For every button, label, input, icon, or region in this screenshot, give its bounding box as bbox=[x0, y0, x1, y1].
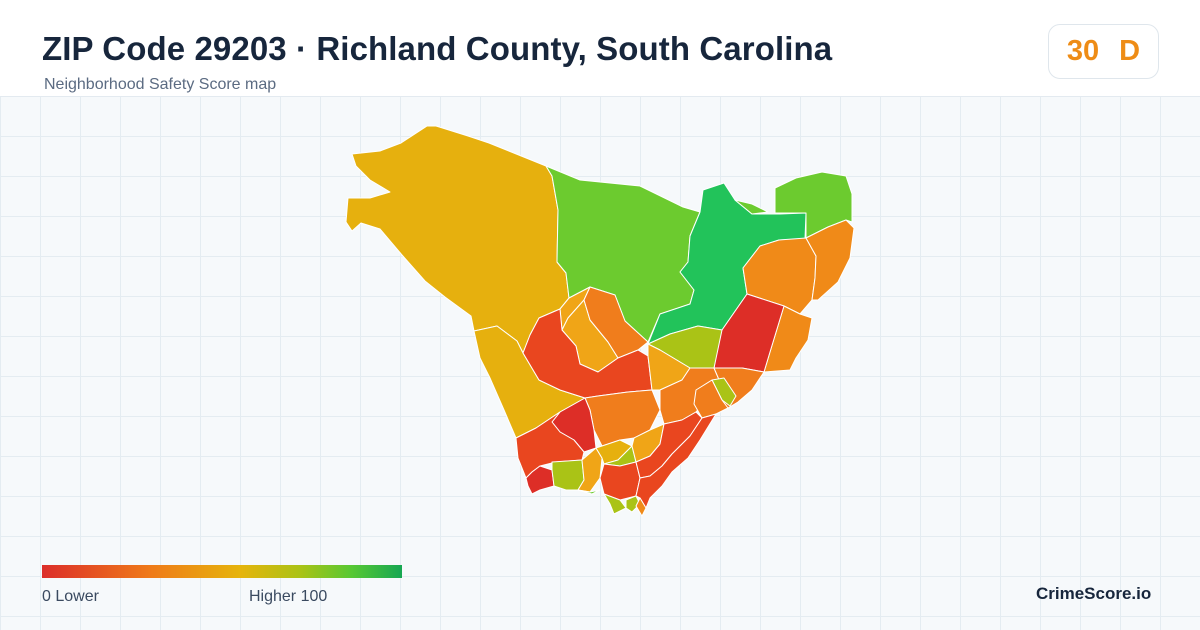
map-region-northeast bbox=[774, 171, 853, 239]
map-region-south-tip-2 bbox=[625, 495, 641, 513]
page-subtitle: Neighborhood Safety Score map bbox=[44, 76, 277, 93]
legend-color-bar bbox=[42, 565, 402, 578]
map-region-south-tip-1 bbox=[603, 493, 627, 515]
header-band bbox=[0, 0, 1200, 97]
map-region-east-orange-2 bbox=[805, 219, 855, 301]
map-region-south-yellow-green bbox=[551, 459, 585, 491]
legend-low-label: 0 Lower bbox=[42, 588, 99, 605]
map-region-south-tip-3 bbox=[635, 497, 647, 517]
score-grade: D bbox=[1119, 35, 1141, 67]
map-region-orange-small bbox=[693, 379, 729, 419]
brand-logo-text: CrimeScore.io bbox=[1036, 584, 1152, 603]
score-value: 30 bbox=[1066, 35, 1100, 67]
map-region-east-strip bbox=[734, 199, 769, 215]
page-title: ZIP Code 29203 · Richland County, South … bbox=[42, 30, 833, 67]
score-badge: 30 D bbox=[1048, 24, 1159, 79]
map-region-northwest bbox=[345, 125, 570, 354]
map-region-south-green-2 bbox=[577, 489, 601, 495]
legend-high-label: Higher 100 bbox=[249, 588, 328, 605]
